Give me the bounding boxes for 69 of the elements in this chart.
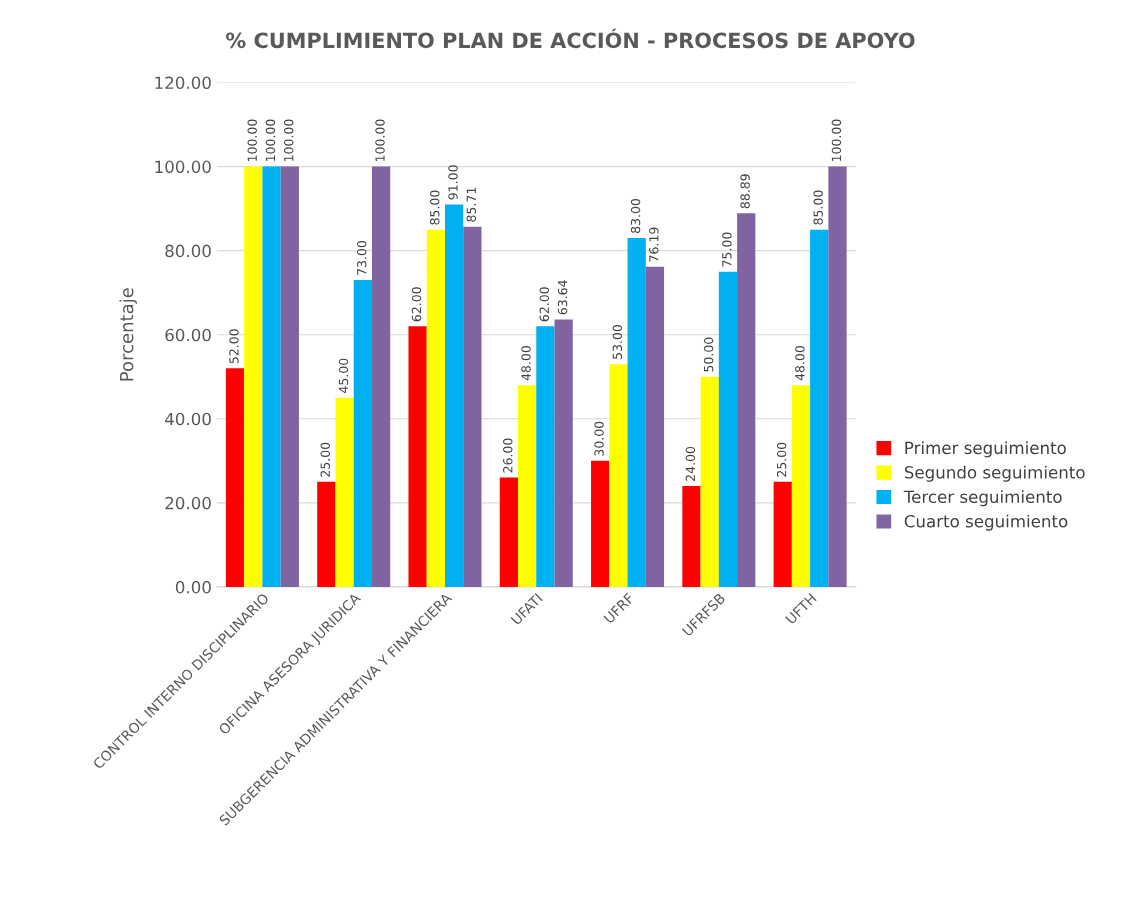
data-label: 100.00 — [283, 119, 294, 162]
bar — [371, 166, 391, 587]
bar — [426, 229, 445, 587]
y-tick-label: 0.00 — [175, 580, 211, 594]
bar — [463, 226, 482, 587]
data-label: 100.00 — [375, 119, 385, 162]
data-label: 25.00 — [320, 442, 330, 477]
data-label: 85.71 — [466, 187, 476, 222]
bar — [810, 229, 829, 587]
bar — [609, 364, 628, 587]
data-label: 48.00 — [521, 346, 531, 381]
data-label: 88.89 — [740, 174, 750, 209]
bar — [627, 238, 646, 587]
data-label: 25.00 — [776, 442, 787, 477]
data-label: 45.00 — [338, 358, 349, 393]
y-tick-label: 100.00 — [155, 160, 211, 174]
data-label: 63.64 — [557, 280, 568, 315]
data-label: 100.00 — [831, 119, 842, 162]
legend-label: Segundo seguimiento — [904, 465, 1085, 482]
data-label: 85.00 — [430, 190, 440, 225]
bar — [262, 166, 281, 587]
bar — [645, 266, 665, 587]
data-label: 73.00 — [357, 240, 367, 275]
bar — [791, 385, 811, 587]
data-label: 50.00 — [703, 337, 714, 372]
bar — [554, 319, 573, 587]
data-label: 75.00 — [722, 232, 732, 267]
bar — [444, 204, 464, 587]
bar — [718, 271, 738, 587]
data-label: 24.00 — [685, 446, 696, 481]
bar — [828, 166, 847, 587]
data-label: 83.00 — [630, 198, 641, 234]
data-label: 52.00 — [229, 329, 239, 364]
bar — [335, 397, 354, 587]
data-label: 62.00 — [411, 287, 422, 322]
y-tick-label: 20.00 — [165, 496, 211, 510]
chart-title: % CUMPLIMIENTO PLAN DE ACCIÓN - PROCESOS DE APOYO — [226, 28, 915, 49]
data-label: 91.00 — [448, 165, 458, 200]
bar — [408, 326, 427, 587]
data-label: 30.00 — [594, 421, 604, 456]
data-label: 100.00 — [247, 119, 257, 162]
bar — [317, 481, 336, 587]
bar — [244, 166, 263, 587]
bar — [536, 326, 555, 587]
bar — [591, 460, 610, 587]
bar — [518, 385, 537, 587]
data-label: 85.00 — [813, 190, 823, 225]
data-label: 26.00 — [503, 438, 513, 473]
bar — [737, 213, 756, 587]
y-tick-label: 60.00 — [165, 328, 211, 342]
data-label: 48.00 — [795, 346, 805, 381]
data-label: 76.19 — [649, 227, 659, 262]
data-label: 100.00 — [265, 119, 276, 162]
y-tick-label: 40.00 — [165, 412, 211, 426]
y-tick-label: 120.00 — [155, 76, 211, 90]
bar — [700, 376, 719, 587]
data-label: 53.00 — [612, 325, 623, 359]
bar — [499, 477, 519, 587]
bar — [682, 486, 701, 587]
legend-label: Primer seguimiento — [905, 441, 1066, 458]
bar — [225, 368, 245, 587]
y-axis-title: Porcentaje — [119, 288, 137, 381]
y-tick-label: 80.00 — [165, 244, 211, 258]
bar — [353, 280, 372, 587]
legend-label: Cuarto seguimiento — [904, 514, 1068, 531]
legend-label: Tercer seguimiento — [903, 490, 1062, 507]
bar — [773, 481, 792, 587]
bar — [280, 166, 299, 587]
data-label: 62.00 — [539, 287, 550, 322]
